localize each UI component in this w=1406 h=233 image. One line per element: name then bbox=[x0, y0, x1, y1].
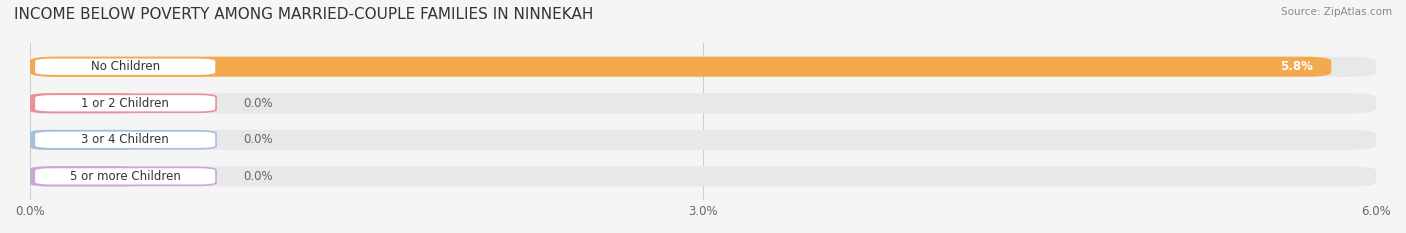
Text: Source: ZipAtlas.com: Source: ZipAtlas.com bbox=[1281, 7, 1392, 17]
Text: 0.0%: 0.0% bbox=[243, 97, 273, 110]
FancyBboxPatch shape bbox=[30, 93, 139, 113]
FancyBboxPatch shape bbox=[34, 58, 217, 76]
FancyBboxPatch shape bbox=[34, 131, 217, 149]
Text: 0.0%: 0.0% bbox=[243, 170, 273, 183]
Text: 3 or 4 Children: 3 or 4 Children bbox=[82, 133, 169, 146]
Text: No Children: No Children bbox=[90, 60, 160, 73]
FancyBboxPatch shape bbox=[30, 130, 139, 150]
Text: 0.0%: 0.0% bbox=[243, 133, 273, 146]
FancyBboxPatch shape bbox=[30, 57, 1376, 77]
Text: 5.8%: 5.8% bbox=[1281, 60, 1313, 73]
FancyBboxPatch shape bbox=[30, 166, 139, 186]
FancyBboxPatch shape bbox=[30, 93, 1376, 113]
Text: INCOME BELOW POVERTY AMONG MARRIED-COUPLE FAMILIES IN NINNEKAH: INCOME BELOW POVERTY AMONG MARRIED-COUPL… bbox=[14, 7, 593, 22]
FancyBboxPatch shape bbox=[30, 130, 1376, 150]
FancyBboxPatch shape bbox=[34, 168, 217, 185]
FancyBboxPatch shape bbox=[30, 57, 1331, 77]
FancyBboxPatch shape bbox=[30, 166, 1376, 186]
Text: 5 or more Children: 5 or more Children bbox=[70, 170, 180, 183]
FancyBboxPatch shape bbox=[34, 94, 217, 112]
Text: 1 or 2 Children: 1 or 2 Children bbox=[82, 97, 169, 110]
